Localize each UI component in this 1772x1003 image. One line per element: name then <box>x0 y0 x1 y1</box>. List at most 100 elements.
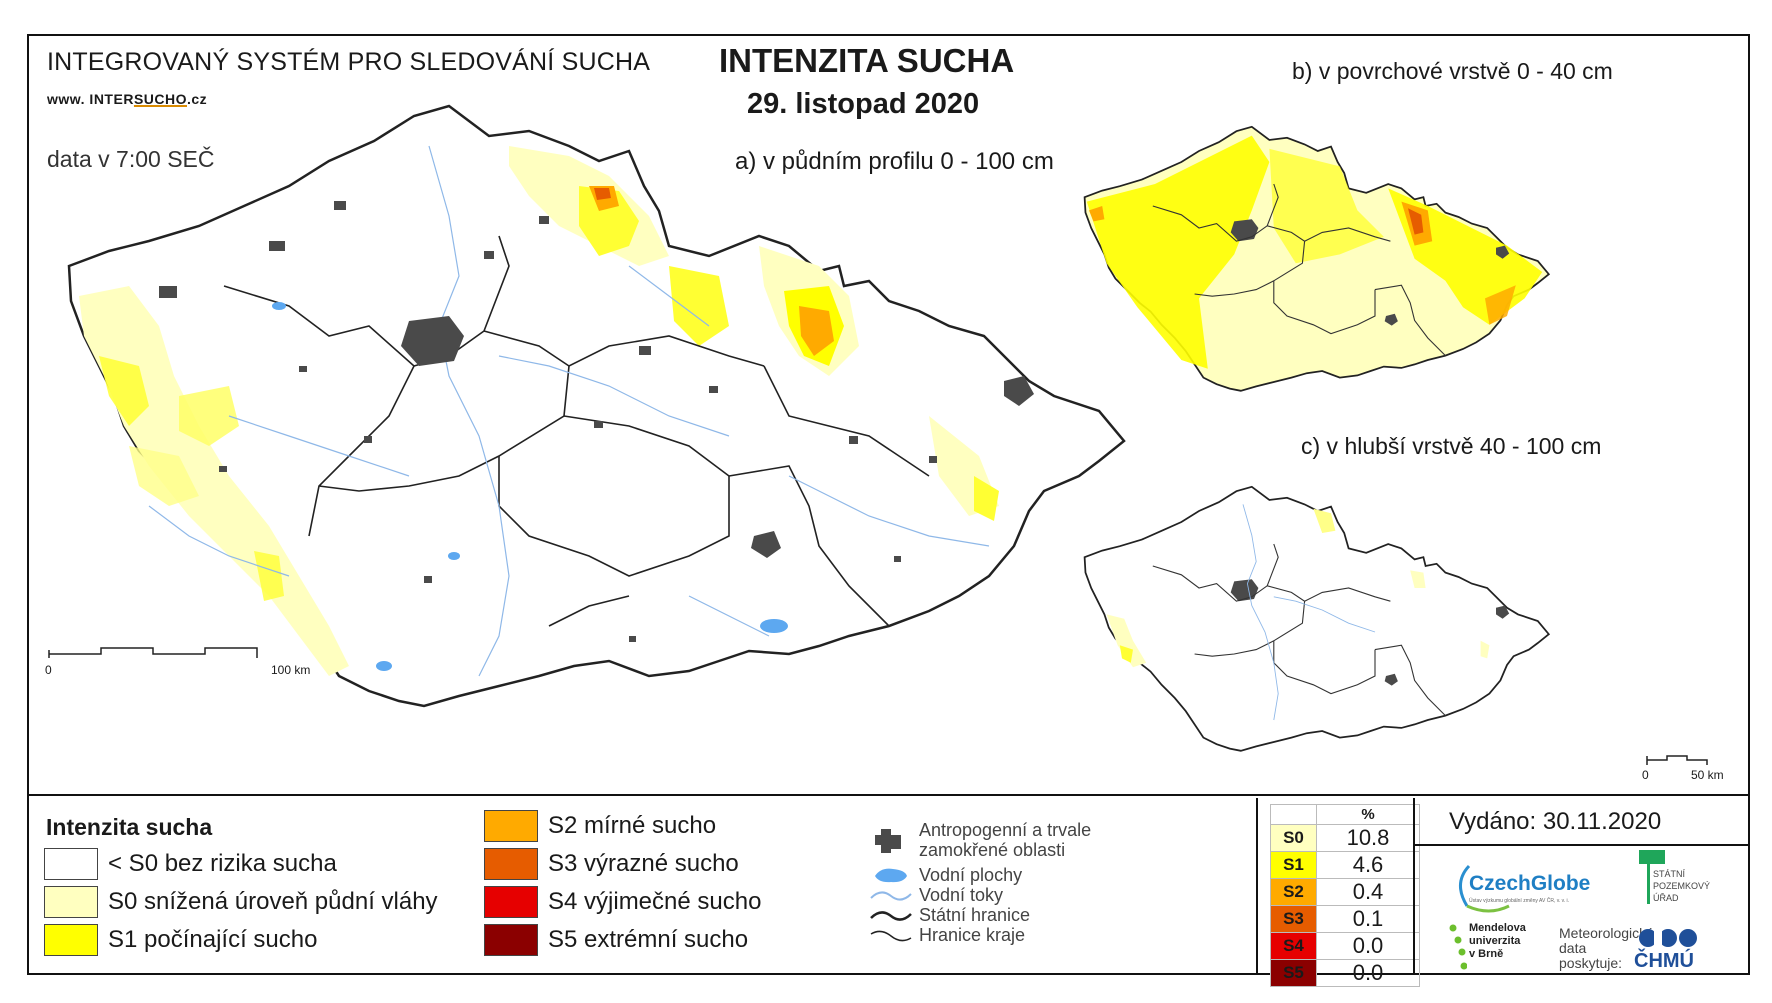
s1-patch-west-3 <box>129 446 199 506</box>
urban-area-icon <box>875 829 901 853</box>
s1-patch-krkonose <box>669 266 729 346</box>
map-area: INTEGROVANÝ SYSTÉM PRO SLEDOVÁNÍ SUCHA w… <box>29 36 1748 796</box>
region-borders-a <box>223 235 930 627</box>
stats-value-s2: 0.4 <box>1316 878 1420 906</box>
legend-swatch-none <box>44 848 98 880</box>
legend-row-s2: S2 mírné sucho <box>484 810 716 842</box>
map-b <box>1083 125 1551 392</box>
map-a <box>48 104 1126 708</box>
stats-header-percent: % <box>1316 804 1420 825</box>
stats-value-s3: 0.1 <box>1316 905 1420 933</box>
chmu-name: ČHMÚ <box>1634 950 1694 972</box>
stats-row-s3: S3 0.1 <box>1270 905 1420 933</box>
stats-value-s4: 0.0 <box>1316 932 1420 960</box>
symbol-row-region-border: Hranice kraje <box>867 924 1025 946</box>
legend-label-s1: S1 počínající sucho <box>108 926 318 953</box>
spu-name: STÁTNÍ POZEMKOVÝ ÚŘAD <box>1653 869 1711 903</box>
legend-swatch-s2 <box>484 810 538 842</box>
web-mid: SUCHO <box>133 91 187 107</box>
stats-value-s5: 0.0 <box>1316 959 1420 987</box>
czechglobe-subtitle: Ústav výzkumu globální změny AV ČR, v. v… <box>1469 898 1570 904</box>
s3-patch-north <box>594 188 611 200</box>
s1-patch-beskydy <box>974 476 999 521</box>
legend-row-s5: S5 extrémní sucho <box>484 924 748 956</box>
chmu-mark-icon <box>1639 929 1697 947</box>
symbol-row-urban: Antropogenní a trvale zamokřené oblasti <box>867 820 1109 860</box>
legend-label-s2: S2 mírné sucho <box>548 812 717 839</box>
legend-swatch-s0 <box>44 886 98 918</box>
region-border-icon <box>870 930 912 942</box>
spu-mark-icon <box>1639 850 1665 864</box>
stats-class-s1: S1 <box>1270 851 1317 879</box>
rivers-a <box>148 145 990 677</box>
s1-patch-west-1 <box>99 356 149 426</box>
legend-label-none: < S0 bez rizika sucha <box>108 850 337 877</box>
stream-icon <box>870 891 912 901</box>
stats-class-s4: S4 <box>1270 932 1317 960</box>
stats-header-row: % <box>1270 804 1420 825</box>
s1-patch-north <box>579 186 639 256</box>
s1-patch-southwest <box>254 551 284 601</box>
legend-divider-2 <box>1413 798 1415 975</box>
stats-table: % S0 10.8 S1 4.6 S2 0.4 S3 0.1 S4 0.0 <box>1270 804 1420 987</box>
legend-label-s3: S3 výrazné sucho <box>548 850 739 877</box>
system-title: INTEGROVANÝ SYSTÉM PRO SLEDOVÁNÍ SUCHA <box>47 48 651 76</box>
map-c <box>1083 485 1551 752</box>
legend-panel: Intenzita sucha < S0 bez rizika sucha S0… <box>29 798 1748 987</box>
symbol-label-state-border: Státní hranice <box>919 905 1031 925</box>
map-b-title: b) v povrchové vrstvě 0 - 40 cm <box>1292 58 1613 84</box>
symbol-label-streams: Vodní toky <box>919 885 1004 905</box>
scale-a-end: 100 km <box>271 663 311 677</box>
legend-row-s1: S1 počínající sucho <box>44 924 317 956</box>
legend-row-s4: S4 výjimečné sucho <box>484 886 761 918</box>
legend-row-s3: S3 výrazné sucho <box>484 848 739 880</box>
water-area-icon <box>875 868 907 883</box>
website-link[interactable]: www. INTERSUCHO.cz <box>47 91 207 107</box>
legend-divider-1 <box>1256 798 1258 975</box>
map-a-title: a) v půdním profilu 0 - 100 cm <box>735 148 1054 175</box>
issued-date: Vydáno: 30.11.2020 <box>1449 808 1662 835</box>
scale-c-start: 0 <box>1642 768 1649 782</box>
stats-row-s4: S4 0.0 <box>1270 932 1420 960</box>
legend-label-s0: S0 snížená úroveň půdní vláhy <box>108 888 438 915</box>
czechglobe-swoosh-icon <box>1459 864 1510 913</box>
scale-bar-a <box>48 647 258 658</box>
legend-swatch-s5 <box>484 924 538 956</box>
stats-row-s1: S1 4.6 <box>1270 851 1420 879</box>
symbol-row-state-border: Státní hranice <box>867 904 1030 926</box>
web-suffix: .cz <box>187 91 208 107</box>
symbol-row-streams: Vodní toky <box>867 884 1003 906</box>
legend-label-s4: S4 výjimečné sucho <box>548 888 762 915</box>
urban-areas-a <box>159 201 1034 642</box>
data-time: data v 7:00 SEČ <box>47 146 215 172</box>
stats-row-s2: S2 0.4 <box>1270 878 1420 906</box>
stats-header-empty <box>1270 804 1317 825</box>
issued-divider <box>1415 844 1748 846</box>
legend-swatch-s1 <box>44 924 98 956</box>
stats-value-s1: 4.6 <box>1316 851 1420 879</box>
symbol-row-water: Vodní plochy <box>867 864 1022 886</box>
map-frame: INTEGROVANÝ SYSTÉM PRO SLEDOVÁNÍ SUCHA w… <box>27 34 1750 987</box>
chmu-logo: ČHMÚ <box>1634 924 1724 974</box>
s1-patch-west-2 <box>179 386 239 446</box>
legend-swatch-s3 <box>484 848 538 880</box>
web-prefix: www. INTER <box>47 91 134 107</box>
stats-class-s5: S5 <box>1270 959 1317 987</box>
legend-title: Intenzita sucha <box>46 814 213 840</box>
legend-label-s5: S5 extrémní sucho <box>548 926 749 953</box>
symbol-label-region-border: Hranice kraje <box>919 925 1026 945</box>
stats-class-s0: S0 <box>1270 824 1317 852</box>
mendel-name: Mendelova univerzita v Brně <box>1469 922 1526 960</box>
stats-value-s0: 10.8 <box>1316 824 1420 852</box>
stats-row-s5: S5 0.0 <box>1270 959 1420 987</box>
symbol-legend: Antropogenní a trvale zamokřené oblasti … <box>867 820 1117 970</box>
stats-class-s2: S2 <box>1270 878 1317 906</box>
meteo-text: Meteorologická data poskytuje: <box>1559 925 1654 971</box>
legend-row-none: < S0 bez rizika sucha <box>44 848 337 880</box>
maps-canvas <box>48 104 1708 765</box>
meteo-provider-label: Meteorologická data poskytuje: <box>1559 926 1654 971</box>
scale-bar-c <box>1646 755 1708 765</box>
spu-logo: STÁTNÍ POZEMKOVÝ ÚŘAD <box>1619 850 1729 910</box>
stats-row-s0: S0 10.8 <box>1270 824 1420 852</box>
czechglobe-logo: CzechGlobe Ústav výzkumu globální změny … <box>1449 858 1590 918</box>
